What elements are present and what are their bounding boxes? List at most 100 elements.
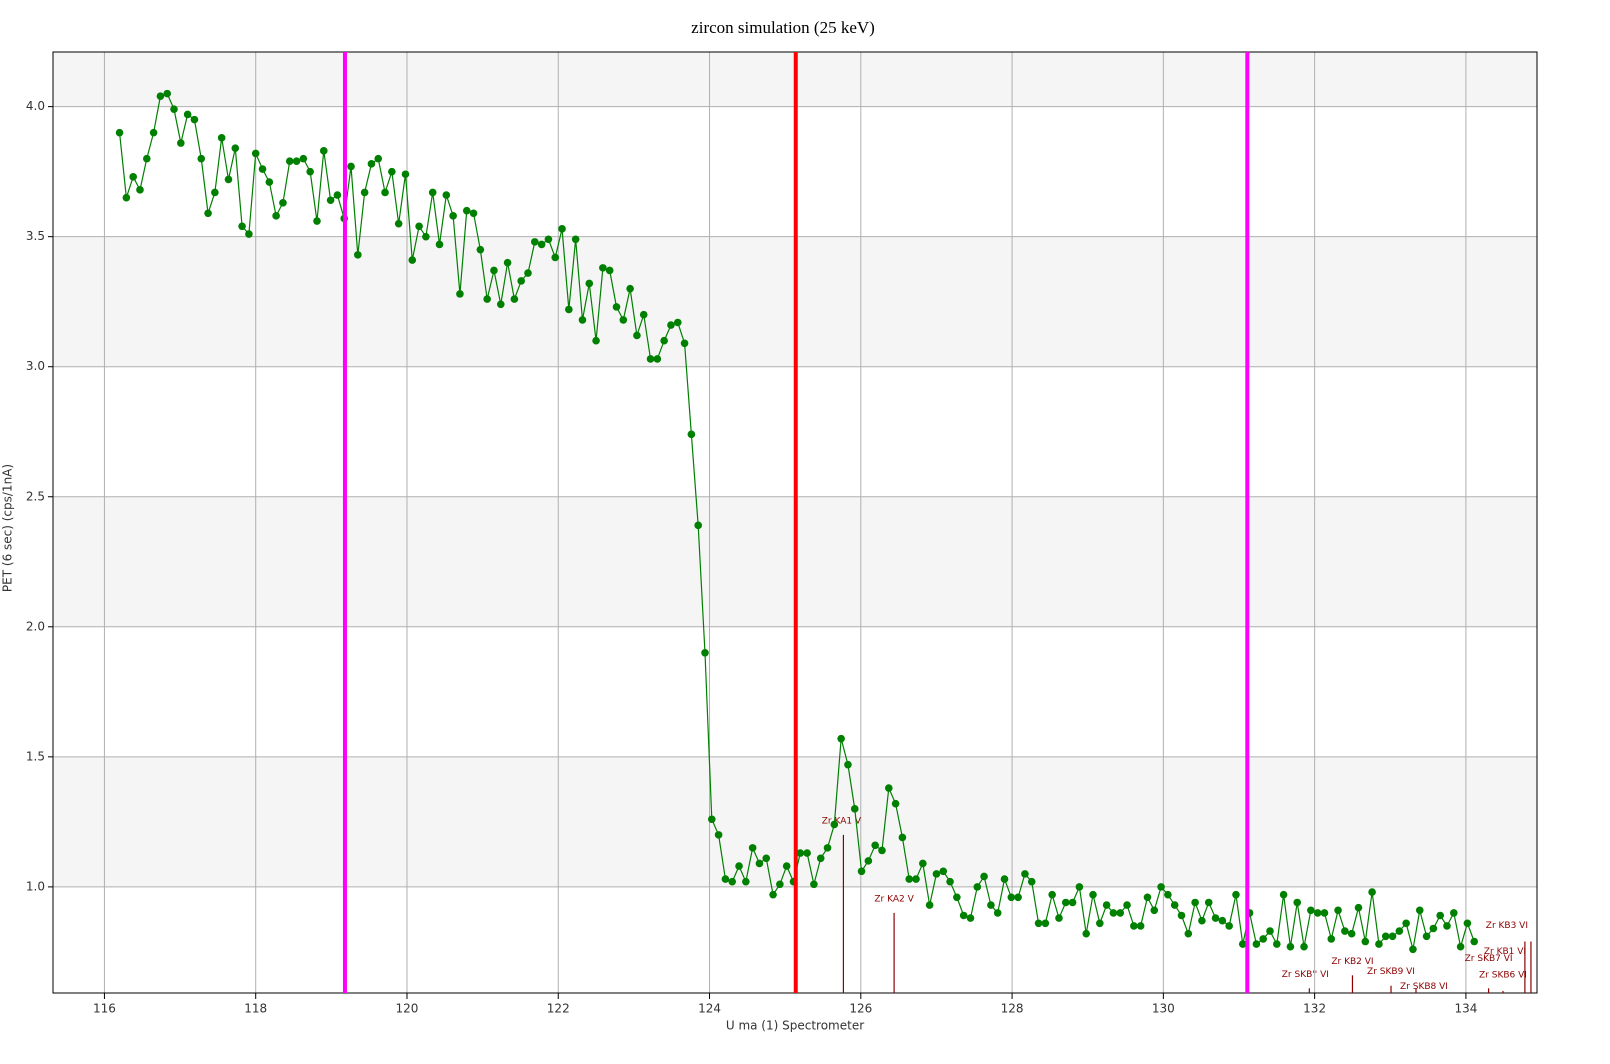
data-point (1143, 893, 1152, 902)
data-point (517, 277, 525, 285)
x-tick-label: 128 (1001, 1002, 1024, 1016)
peak-label: Zr SKB9 VI (1367, 967, 1415, 977)
data-point (204, 209, 212, 218)
data-point (1096, 919, 1104, 928)
peak-label: Zr KB2 VI (1331, 957, 1373, 967)
data-point (633, 331, 641, 340)
data-point (462, 206, 471, 215)
data-point (1102, 901, 1111, 909)
data-point (1381, 932, 1390, 941)
data-point (680, 339, 689, 348)
data-point (1320, 909, 1329, 917)
peak-label: Zr KA1 V (822, 816, 862, 826)
data-point (537, 240, 546, 249)
data-point (823, 844, 832, 852)
data-point (1109, 909, 1118, 917)
data-point (803, 849, 811, 857)
data-point (170, 105, 178, 114)
data-point (129, 173, 137, 181)
data-point (1034, 919, 1043, 928)
data-point (415, 222, 423, 231)
data-point (1334, 906, 1342, 915)
data-point (1130, 922, 1138, 930)
data-point (428, 188, 437, 197)
data-point (313, 217, 321, 225)
data-point (279, 199, 287, 207)
data-point (1014, 893, 1022, 902)
data-point (687, 430, 696, 439)
data-point (1436, 911, 1444, 920)
data-point (830, 820, 839, 829)
data-point (1293, 898, 1302, 907)
data-point (626, 284, 634, 293)
x-tick-label: 118 (244, 1002, 267, 1016)
data-point (748, 844, 757, 852)
data-point (810, 880, 818, 889)
data-point (782, 862, 791, 870)
data-point (224, 175, 233, 184)
data-point (265, 178, 274, 186)
data-point (177, 139, 185, 147)
data-point (149, 128, 158, 137)
data-point (565, 305, 573, 314)
data-point (898, 833, 907, 842)
data-point (183, 110, 192, 119)
data-point (558, 225, 566, 233)
data-point (381, 188, 389, 197)
data-point (884, 784, 893, 792)
data-point (422, 232, 430, 241)
data-point (953, 893, 961, 902)
data-point (599, 264, 607, 272)
data-point (217, 134, 226, 142)
data-point (755, 859, 764, 868)
data-point (1021, 870, 1029, 878)
data-point (1395, 927, 1404, 935)
data-point (605, 266, 614, 275)
data-point (1463, 919, 1472, 928)
data-point (469, 209, 478, 218)
x-axis-label: U ma (1) Spectrometer (726, 1019, 864, 1033)
data-point (299, 154, 308, 163)
data-point (1211, 914, 1220, 922)
data-point (347, 162, 355, 171)
data-point (388, 167, 396, 176)
data-point (1402, 919, 1410, 928)
data-point (571, 235, 580, 244)
data-point (1238, 940, 1247, 948)
data-point (1000, 875, 1009, 883)
data-point (544, 235, 553, 244)
data-point (673, 318, 682, 327)
data-point (456, 290, 464, 298)
x-tick-label: 122 (547, 1002, 570, 1016)
x-tick-label: 132 (1303, 1002, 1326, 1016)
data-point (1225, 922, 1233, 930)
peak-label: Zr KB3 VI (1486, 921, 1528, 931)
data-point (292, 157, 301, 166)
data-point (1273, 940, 1281, 948)
data-point (871, 841, 879, 850)
data-point (1157, 883, 1165, 891)
data-point (939, 867, 948, 876)
data-point (973, 883, 982, 891)
data-point (1184, 929, 1193, 938)
peak-label: Zr SKB7 VI (1465, 954, 1513, 964)
data-point (1007, 893, 1016, 902)
y-tick-label: 3.5 (26, 229, 45, 243)
data-point (258, 165, 267, 173)
data-point (1388, 932, 1397, 941)
data-point (1191, 898, 1199, 907)
data-point (646, 355, 655, 363)
data-point (1266, 927, 1274, 935)
data-point (1307, 906, 1315, 915)
data-point (837, 734, 845, 743)
data-point (905, 875, 914, 883)
data-point (1150, 906, 1159, 915)
data-point (1068, 898, 1077, 907)
data-point (1300, 942, 1308, 951)
data-point (987, 901, 995, 909)
data-point (878, 846, 886, 855)
data-point (742, 877, 750, 886)
data-point (449, 212, 457, 220)
data-point (551, 253, 560, 262)
data-point (272, 212, 280, 220)
